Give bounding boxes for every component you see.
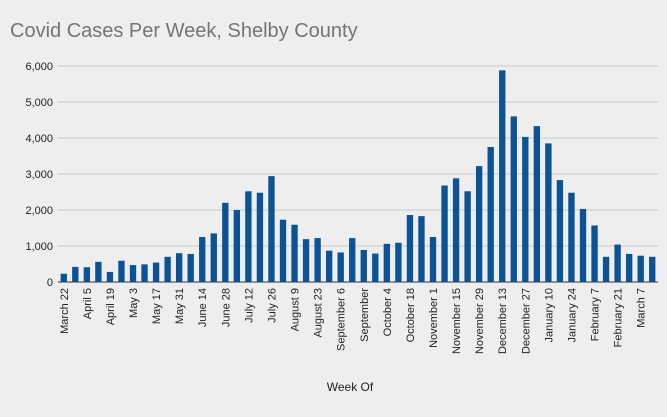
chart-title: Covid Cases Per Week, Shelby County [10,20,358,42]
bar [522,136,529,282]
bar [164,256,171,282]
bar [441,185,448,282]
bar [452,178,460,282]
bar [187,253,194,282]
bar [199,237,206,282]
x-tick-label: March 22 [59,288,71,334]
x-axis-ticks: March 22 April 5 April 19 May 3 May 17 May 31… [59,288,648,354]
y-tick-label: 5,000 [25,97,53,109]
bar [637,255,644,282]
bar [545,143,552,282]
x-axis-title: Week Of [327,380,374,394]
bar [625,253,633,282]
bar [579,208,587,282]
bar [499,70,506,282]
y-tick-label: 0 [47,277,53,289]
bar [591,225,598,282]
x-tick-label: February 7 [590,288,602,341]
bar [383,243,391,282]
x-tick-label: August 23 [313,288,325,338]
x-tick-label: October 4 [382,288,394,336]
x-tick-label: June 28 [220,288,232,327]
y-tick-label: 3,000 [25,169,53,181]
y-axis-ticks: 0 1,000 2,000 3,000 4,000 5,000 6,000 [25,61,53,289]
bar [568,192,575,282]
bar [245,191,252,282]
y-tick-label: 4,000 [25,133,53,145]
bar [95,261,102,282]
x-tick-label: August 9 [290,288,302,331]
bar [141,264,148,282]
x-tick-label: July 26 [266,288,278,323]
bar [222,202,229,282]
bar [302,239,310,282]
x-tick-label: September [359,288,371,342]
bar [349,238,356,282]
x-tick-label: January 10 [543,288,555,342]
bar [487,147,494,282]
bar [395,242,402,282]
x-tick-label: December 13 [497,288,509,354]
x-tick-label: November 29 [474,288,486,354]
x-tick-label: September 6 [336,288,348,351]
bars [60,70,656,283]
y-tick-label: 1,000 [25,241,53,253]
x-tick-label: December 27 [520,288,532,354]
bar [649,256,656,282]
bar [118,260,125,282]
gridlines [58,65,658,283]
bar [429,237,437,282]
x-tick-label: October 18 [405,288,417,342]
bar [106,271,114,282]
bar [256,192,264,282]
bar [83,267,91,282]
bar [533,126,541,283]
x-tick-label: February 21 [613,288,625,347]
bar [418,216,425,282]
x-tick-label: November 1 [428,288,440,348]
bar [360,249,367,282]
bar [233,210,241,282]
bar [602,256,610,282]
bar [372,253,379,282]
x-tick-label: June 14 [197,288,209,327]
bar [291,224,298,282]
x-tick-label: April 19 [105,288,117,325]
bar [475,166,483,282]
x-tick-label: May 3 [128,288,140,318]
x-tick-label: July 12 [243,288,255,323]
x-tick-label: January 24 [566,288,578,342]
bar [406,215,414,282]
bar [510,116,517,283]
bar [337,252,344,282]
bar [314,238,321,282]
bar [60,273,67,282]
x-tick-label: May 17 [151,288,163,324]
bar [152,262,160,282]
bar [210,233,217,282]
bar [268,176,275,282]
x-tick-label: November 15 [451,288,463,354]
y-tick-label: 6,000 [25,61,53,73]
y-tick-label: 2,000 [25,205,53,217]
bar [614,244,621,282]
bar [556,180,564,282]
x-tick-label: May 31 [174,288,186,324]
bar [464,191,471,282]
bar [129,265,137,282]
bar [72,266,79,282]
x-tick-label: March 7 [636,288,648,328]
bar [325,250,333,282]
bar [175,253,183,282]
x-tick-label: April 5 [82,288,94,319]
bar [279,219,287,282]
